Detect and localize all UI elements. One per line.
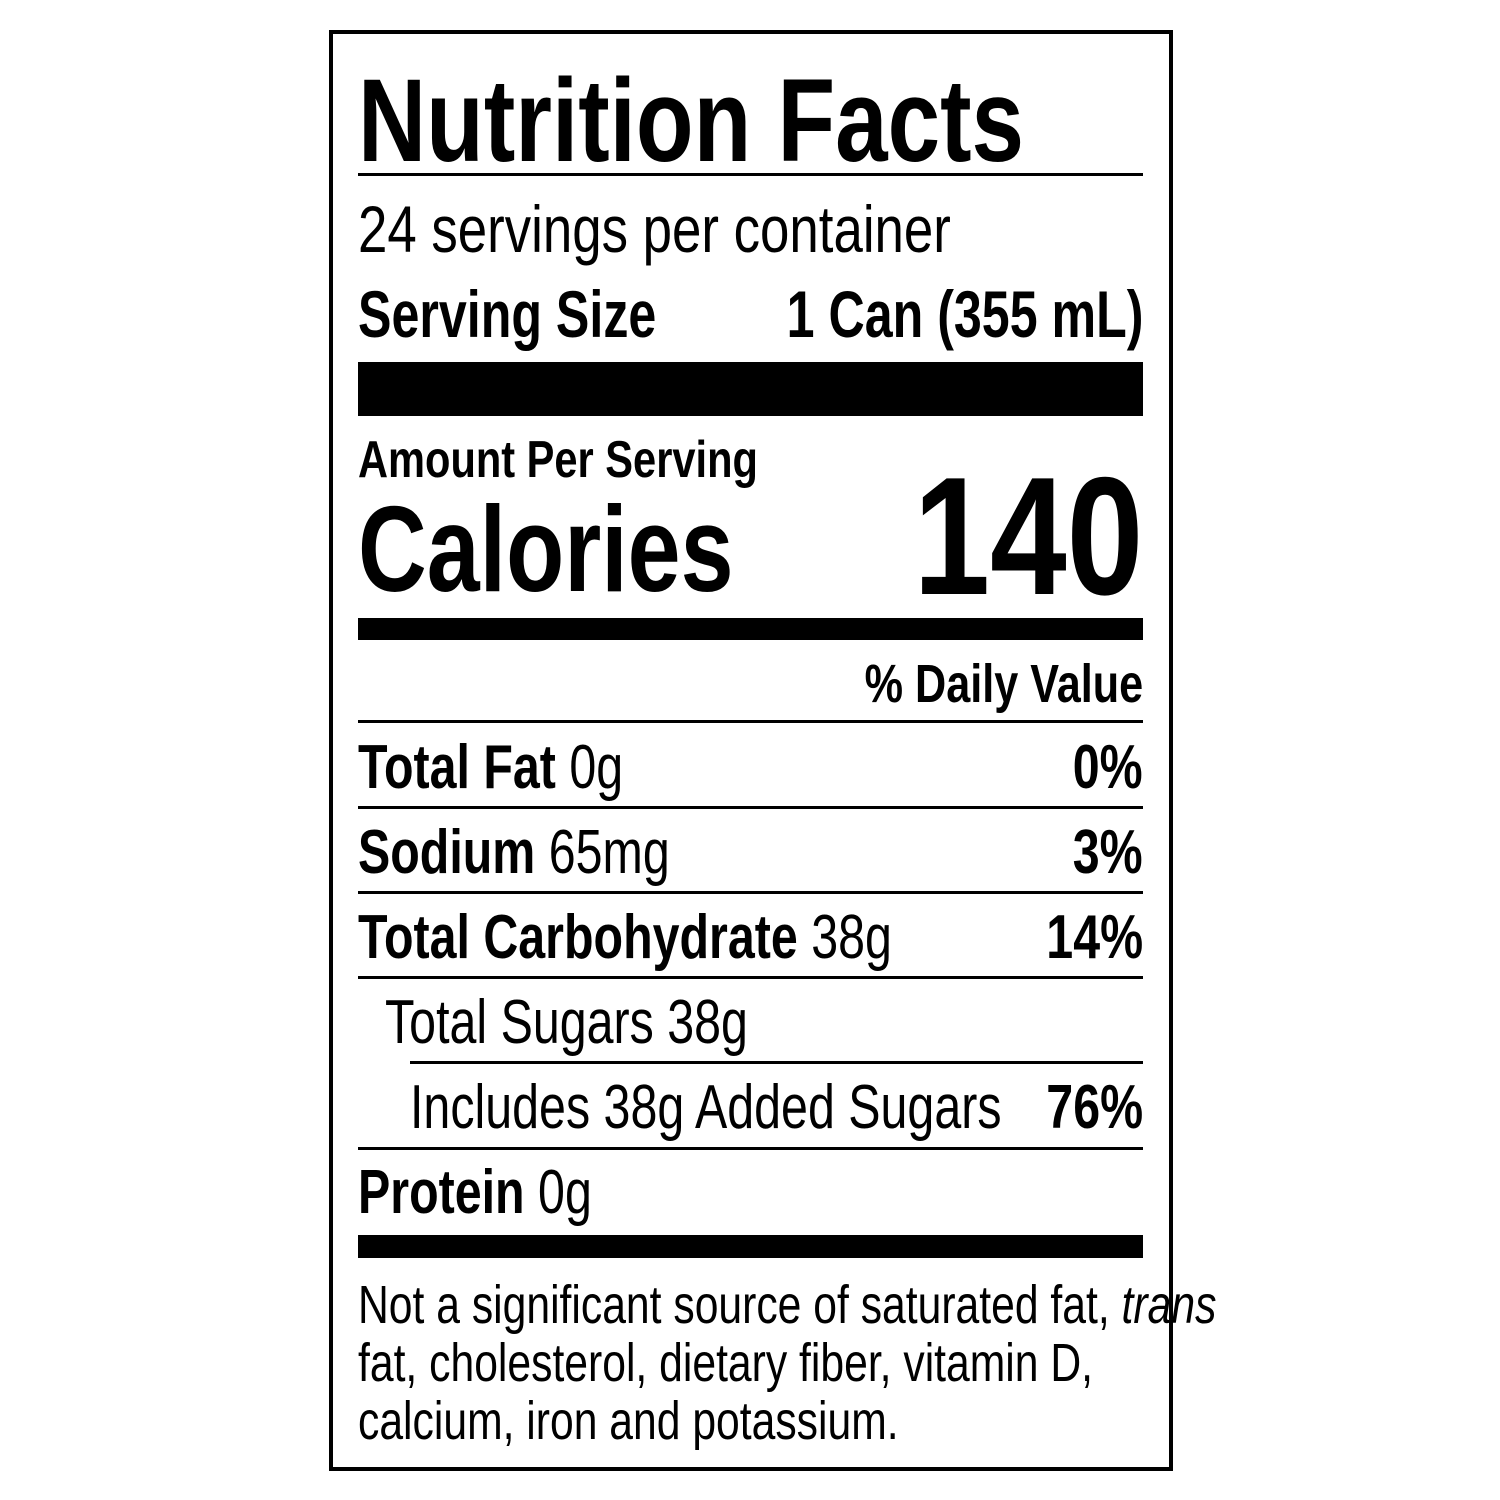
divider bbox=[358, 720, 1143, 723]
dv-total-fat: 0% bbox=[1073, 733, 1143, 802]
divider bbox=[358, 806, 1143, 809]
dv-added-sugars: 76% bbox=[1046, 1073, 1143, 1142]
servings-per-container: 24 servings per container bbox=[358, 192, 951, 266]
thick-divider bbox=[358, 362, 1143, 416]
dv-total-carbohydrate: 14% bbox=[1046, 903, 1143, 972]
nutrient-protein: Protein 0g bbox=[358, 1158, 592, 1227]
serving-size-value: 1 Can (355 mL) bbox=[786, 277, 1143, 351]
daily-value-header: % Daily Value bbox=[864, 654, 1143, 714]
medium-divider bbox=[358, 1235, 1143, 1258]
nutrient-sodium: Sodium 65mg bbox=[358, 818, 670, 887]
nutrient-total-sugars: Total Sugars 38g bbox=[385, 988, 748, 1057]
divider bbox=[358, 891, 1143, 894]
divider bbox=[410, 1061, 1143, 1064]
divider bbox=[358, 1147, 1143, 1150]
nutrient-total-fat: Total Fat 0g bbox=[358, 733, 624, 802]
dv-sodium: 3% bbox=[1073, 818, 1143, 887]
serving-size-label: Serving Size bbox=[358, 277, 657, 351]
calories-label: Calories bbox=[358, 481, 734, 617]
divider bbox=[358, 173, 1143, 176]
divider bbox=[358, 976, 1143, 979]
footnote-line-2: fat, cholesterol, dietary fiber, vitamin… bbox=[358, 1333, 1094, 1393]
medium-divider bbox=[358, 618, 1143, 640]
footnote-line-3: calcium, iron and potassium. bbox=[358, 1391, 899, 1451]
amount-per-serving: Amount Per Serving bbox=[358, 431, 758, 489]
calories-value: 140 bbox=[913, 442, 1143, 630]
footnote-line-1: Not a significant source of saturated fa… bbox=[358, 1275, 1217, 1335]
nutrient-total-carbohydrate: Total Carbohydrate 38g bbox=[358, 903, 892, 972]
label-title: Nutrition Facts bbox=[358, 55, 1025, 187]
nutrient-added-sugars: Includes 38g Added Sugars bbox=[410, 1073, 1002, 1142]
nutrition-label bbox=[329, 30, 1173, 1471]
